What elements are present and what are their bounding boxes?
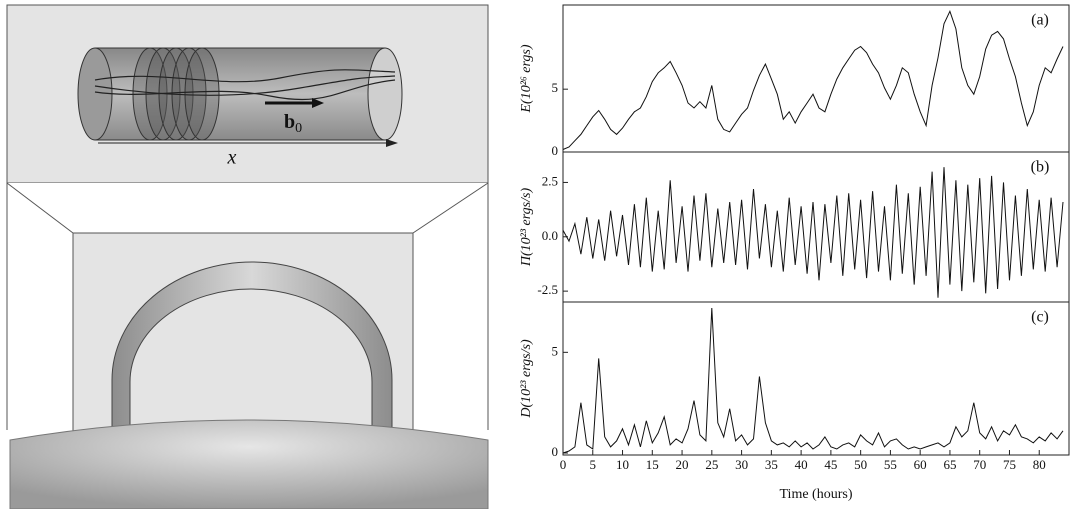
y-tick-label: 2.5: [542, 173, 558, 188]
x-tick-label: 10: [616, 457, 629, 472]
x-tick-label: 65: [943, 457, 956, 472]
x-tick-label: 75: [1003, 457, 1016, 472]
panel-label: (c): [1031, 309, 1049, 326]
x-tick-label: 70: [973, 457, 986, 472]
x-label: x: [227, 147, 237, 169]
y-axis-label: D(10²³ ergs/s): [519, 339, 534, 419]
y-axis-label: E(10²⁶ ergs): [519, 44, 534, 113]
x-tick-label: 40: [795, 457, 808, 472]
x-tick-label: 30: [735, 457, 748, 472]
y-tick-label: 0.0: [542, 228, 558, 243]
diagram: b0 x: [6, 4, 489, 510]
x-tick-label: 15: [646, 457, 659, 472]
y-tick-label: 0: [552, 444, 559, 459]
field-line: [94, 69, 396, 83]
x-tick-label: 0: [560, 457, 567, 472]
x-tick-label: 55: [884, 457, 897, 472]
y-tick-label: 0: [552, 143, 559, 158]
x-tick-label: 60: [914, 457, 927, 472]
tube-end: [77, 47, 113, 141]
x-tick-label: 80: [1033, 457, 1046, 472]
x-tick-label: 20: [676, 457, 689, 472]
panel-label: (a): [1031, 12, 1049, 29]
projection-line: [412, 182, 489, 234]
ring: [184, 47, 220, 141]
b-subscript: 0: [295, 121, 302, 136]
plot-frame: [562, 151, 1070, 303]
panel-label: (b): [1031, 159, 1050, 176]
b0-arrowhead: [312, 98, 324, 108]
tube-end: [367, 47, 403, 141]
y-tick-label: 5: [552, 343, 559, 358]
projection-line: [6, 182, 74, 234]
solar-surface: [9, 419, 489, 510]
y-tick-label: -2.5: [537, 282, 558, 297]
x-tick-label: 25: [705, 457, 718, 472]
series-line: [562, 9, 1064, 150]
plot-frame: [562, 301, 1070, 456]
coronal-loop: [111, 261, 393, 431]
b-label: b: [284, 111, 295, 133]
y-tick-label: 5: [552, 80, 559, 95]
field-line: [94, 79, 396, 101]
series-line: [562, 307, 1064, 454]
x-tick-label: 5: [590, 457, 597, 472]
y-axis-label: Π(10²³ ergs/s): [519, 188, 534, 268]
x-tick-label: 35: [765, 457, 778, 472]
x-tick-label: 45: [824, 457, 837, 472]
x-tick-label: 50: [854, 457, 867, 472]
wave-rings: [132, 47, 220, 141]
plot-frame: [562, 4, 1070, 153]
field-line: [94, 75, 396, 96]
field-lines: [94, 69, 396, 101]
series-line: [562, 167, 1064, 298]
x-arrowhead: [386, 139, 398, 147]
b0-label: b0: [284, 111, 302, 137]
x-axis-label: Time (hours): [780, 487, 853, 502]
